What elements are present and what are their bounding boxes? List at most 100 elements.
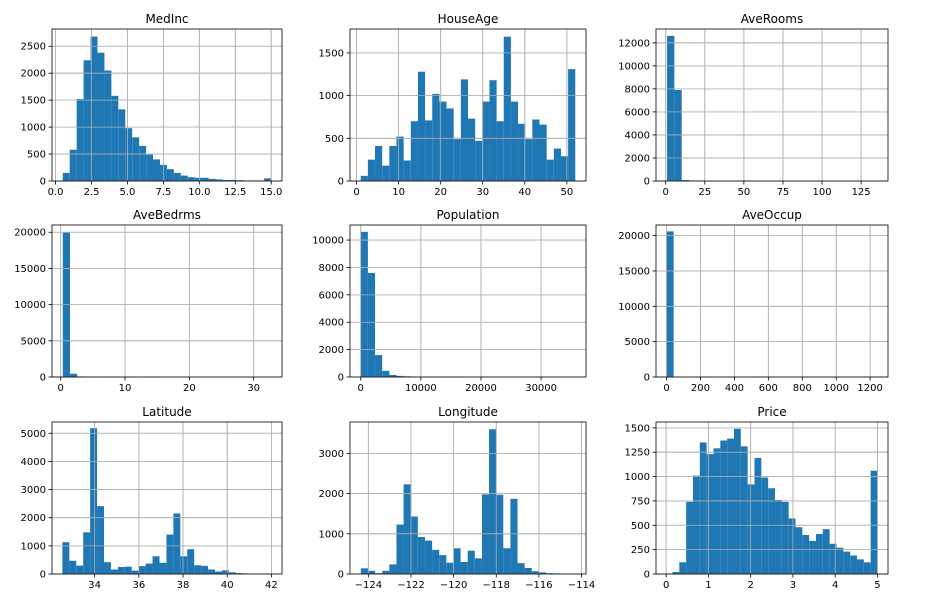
plot-area	[350, 225, 586, 377]
x-tick-label: 0	[358, 383, 364, 394]
x-tick-label: 50	[560, 187, 573, 198]
plot-area	[350, 422, 586, 574]
y-tick-label: 6000	[319, 290, 344, 301]
x-tick-label: 100	[812, 187, 831, 198]
histogram-bar	[201, 177, 209, 181]
histogram-bar	[460, 561, 468, 574]
histogram-bar	[111, 95, 119, 181]
histogram-bar	[706, 454, 714, 574]
histogram-bar	[754, 458, 762, 574]
subplot-title: Price	[757, 405, 786, 419]
y-tick-label: 1500	[625, 423, 650, 434]
y-tick-label: 1500	[319, 48, 344, 59]
y-tick-label: 0	[40, 177, 46, 188]
y-tick-label: 0	[40, 373, 46, 384]
histogram-bar	[159, 562, 167, 574]
y-tick-label: 20000	[618, 231, 650, 242]
histogram-bar	[396, 524, 404, 574]
x-tick-label: 1000	[823, 383, 848, 394]
histogram-bar	[83, 532, 91, 574]
y-tick-label: 5000	[21, 336, 46, 347]
x-tick-label: 10000	[405, 383, 437, 394]
x-tick-label: 10	[119, 383, 132, 394]
histogram-bar	[672, 572, 680, 574]
y-tick-label: 500	[27, 150, 46, 161]
y-tick-label: 6000	[625, 107, 650, 118]
histogram-bar	[568, 69, 576, 181]
y-tick-label: 2000	[319, 489, 344, 500]
x-tick-label: −116	[525, 580, 552, 591]
histogram-bar	[360, 175, 368, 181]
x-tick-label: 0.0	[48, 187, 64, 198]
histogram-bar	[474, 558, 482, 574]
histogram-bar	[539, 124, 547, 181]
histogram-bar	[692, 475, 700, 574]
histogram-bar	[360, 231, 368, 377]
x-tick-label: 20000	[465, 383, 497, 394]
axes-frame	[349, 28, 587, 182]
x-tick-label: 10.0	[188, 187, 210, 198]
x-tick-label: 2	[747, 580, 753, 591]
histogram-bar	[396, 136, 404, 181]
y-tick-label: 10000	[14, 300, 46, 311]
histogram-bar	[425, 120, 433, 181]
y-tick-label: 1000	[625, 472, 650, 483]
histogram-bar	[76, 565, 84, 574]
axes-frame	[51, 421, 283, 575]
histogram-bar	[396, 375, 404, 377]
y-tick-label: 250	[631, 545, 650, 556]
histogram-bar	[531, 571, 539, 574]
x-tick-label: 40	[518, 187, 531, 198]
x-tick-label: 400	[725, 383, 744, 394]
histogram-bar	[699, 442, 707, 574]
histogram-bar	[482, 101, 490, 181]
histogram-bar	[222, 179, 230, 181]
histogram-bar	[131, 570, 139, 574]
y-tick-label: 3000	[319, 449, 344, 460]
x-tick-label: 15.0	[260, 187, 282, 198]
histogram-bar	[424, 540, 433, 574]
histogram-bar	[446, 562, 454, 574]
histogram-bar	[679, 562, 687, 574]
x-tick-label: 30000	[525, 383, 557, 394]
histogram-bar	[194, 177, 202, 181]
x-tick-label: 75	[777, 187, 790, 198]
histogram-bar	[145, 563, 153, 574]
y-tick-label: 500	[325, 134, 344, 145]
y-tick-label: 0	[644, 570, 650, 581]
histogram-bar	[69, 560, 77, 574]
histogram-bar	[118, 109, 126, 181]
x-tick-label: −124	[355, 580, 382, 591]
y-tick-label: 1000	[319, 91, 344, 102]
histogram-bar	[510, 101, 519, 181]
y-tick-label: 750	[631, 496, 650, 507]
histogram-bar	[761, 477, 769, 574]
histogram-bar	[389, 374, 397, 377]
histogram-bar	[382, 165, 390, 181]
x-tick-label: 12.5	[224, 187, 246, 198]
histogram-bar	[768, 488, 775, 574]
x-tick-label: 800	[793, 383, 812, 394]
histogram-bar	[460, 79, 468, 181]
histogram-bar	[747, 484, 755, 574]
histogram-bar	[686, 501, 693, 574]
histogram-bar	[173, 172, 181, 181]
histogram-bar	[795, 527, 803, 574]
x-tick-label: 20	[183, 383, 196, 394]
y-tick-label: 0	[644, 177, 650, 188]
histogram-bar	[166, 534, 174, 574]
subplot-title: Population	[436, 208, 499, 222]
x-tick-label: −120	[440, 580, 467, 591]
x-tick-label: 4	[832, 580, 838, 591]
y-tick-label: 2500	[21, 42, 46, 53]
histogram-bar	[70, 373, 78, 377]
histogram-bar	[403, 160, 411, 181]
histogram-bar	[802, 535, 810, 574]
histogram-bar	[375, 145, 383, 181]
histogram-bar	[367, 272, 376, 377]
x-tick-label: 7.5	[155, 187, 171, 198]
histogram-bar	[815, 534, 823, 574]
histogram-bar	[208, 178, 216, 181]
x-tick-label: 125	[852, 187, 871, 198]
